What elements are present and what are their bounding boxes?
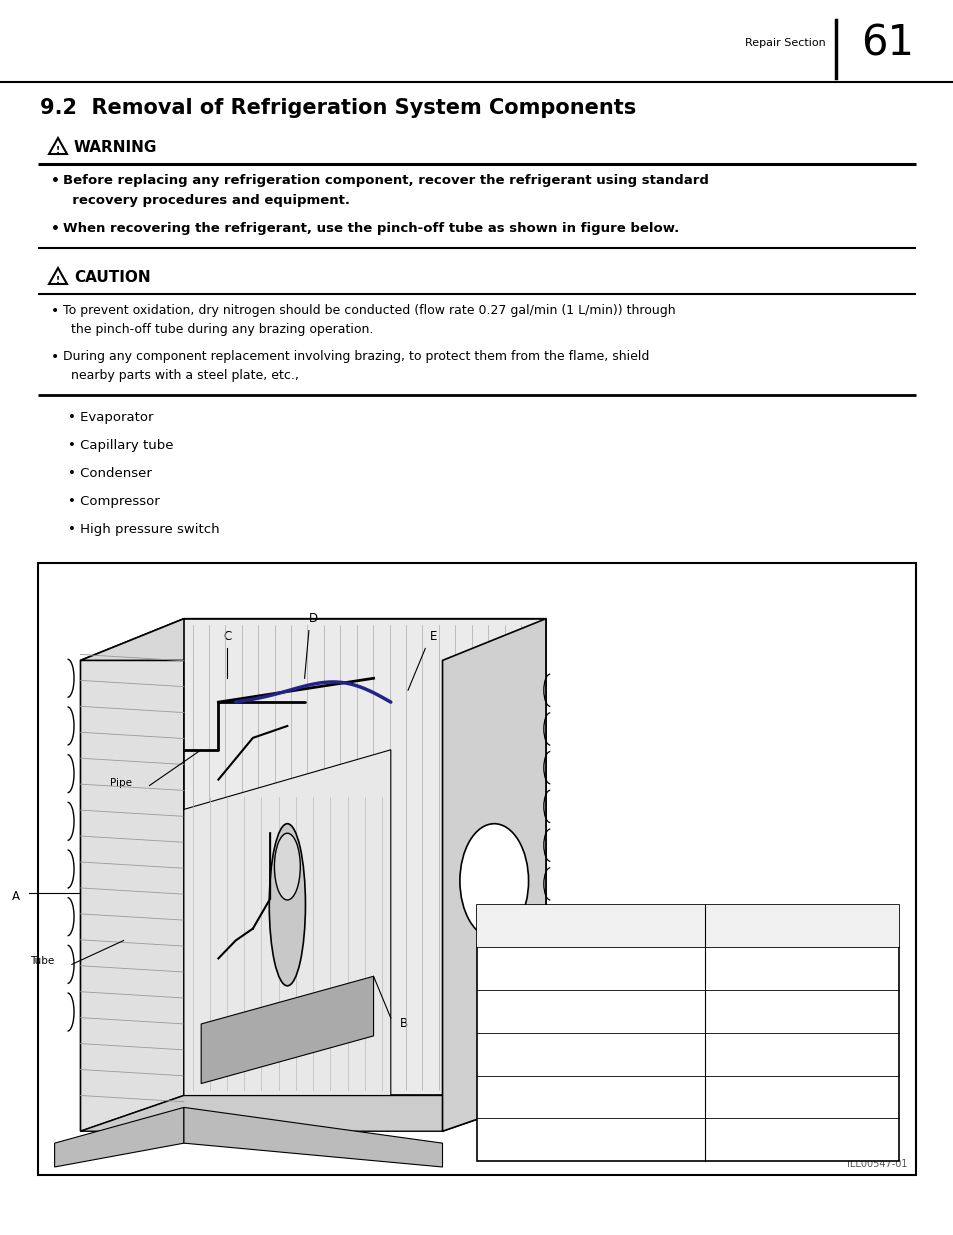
Text: !: ! xyxy=(56,146,60,156)
Text: •: • xyxy=(51,304,59,317)
Text: • Condenser: • Condenser xyxy=(480,1007,540,1016)
Text: A & C: A & C xyxy=(788,1007,815,1016)
Text: recovery procedures and equipment.: recovery procedures and equipment. xyxy=(63,194,350,207)
Text: the pinch-off tube during any brazing operation.: the pinch-off tube during any brazing op… xyxy=(63,324,373,336)
Ellipse shape xyxy=(269,824,305,986)
Polygon shape xyxy=(184,750,391,1095)
Ellipse shape xyxy=(459,824,528,939)
Text: WARNING: WARNING xyxy=(74,140,157,156)
Text: G: G xyxy=(317,1136,326,1150)
Text: E: E xyxy=(430,630,437,642)
Text: !: ! xyxy=(56,275,60,285)
Text: nearby parts with a steel plate, etc.,: nearby parts with a steel plate, etc., xyxy=(63,369,298,382)
Text: Disconnect at: Disconnect at xyxy=(768,921,835,931)
Text: F: F xyxy=(103,1142,110,1156)
Text: 61: 61 xyxy=(861,22,914,64)
Text: CAUTION: CAUTION xyxy=(74,270,151,285)
Bar xyxy=(476,905,899,1161)
Text: •: • xyxy=(51,174,60,188)
Text: ILL00547-01: ILL00547-01 xyxy=(846,1158,907,1170)
Text: When recovering the refrigerant, use the pinch-off tube as shown in figure below: When recovering the refrigerant, use the… xyxy=(63,222,679,235)
Ellipse shape xyxy=(274,834,300,900)
Text: F: F xyxy=(799,1135,804,1144)
Text: A: A xyxy=(12,890,20,903)
Bar xyxy=(38,563,915,1174)
Polygon shape xyxy=(442,619,545,1131)
Text: Pipe: Pipe xyxy=(111,778,132,788)
Text: • Evaporator: • Evaporator xyxy=(68,411,153,424)
Text: Repair Section: Repair Section xyxy=(744,38,825,48)
Polygon shape xyxy=(54,1108,184,1167)
Text: During any component replacement involving brazing, to protect them from the fla: During any component replacement involvi… xyxy=(63,350,649,363)
Text: • Capillary tube: • Capillary tube xyxy=(68,438,173,452)
Text: • High pressure switch: • High pressure switch xyxy=(68,522,219,536)
Text: B: B xyxy=(399,1018,407,1030)
Text: • Compressor: • Compressor xyxy=(480,965,546,973)
Text: •: • xyxy=(51,222,60,236)
Text: See page 62.: See page 62. xyxy=(770,965,833,973)
Polygon shape xyxy=(184,1108,442,1167)
Polygon shape xyxy=(184,619,545,1095)
Polygon shape xyxy=(80,1095,545,1131)
Text: D: D xyxy=(309,611,317,625)
Text: C, D & E: C, D & E xyxy=(781,1050,821,1058)
Text: • Capillary Tube: • Capillary Tube xyxy=(480,1050,556,1058)
Text: • Condenser: • Condenser xyxy=(68,467,152,480)
Text: • Compressor: • Compressor xyxy=(68,495,159,508)
Text: Part to Replace: Part to Replace xyxy=(554,921,628,931)
Text: C: C xyxy=(223,630,231,642)
Polygon shape xyxy=(80,619,184,1131)
Bar xyxy=(476,905,899,947)
Text: •: • xyxy=(51,350,59,364)
Text: • Evaporator: • Evaporator xyxy=(480,1093,541,1102)
Text: • High Pressure Switch: • High Pressure Switch xyxy=(480,1135,589,1144)
Polygon shape xyxy=(80,619,545,661)
Polygon shape xyxy=(201,977,374,1083)
Text: Before replacing any refrigeration component, recover the refrigerant using stan: Before replacing any refrigeration compo… xyxy=(63,174,708,186)
Text: To prevent oxidation, dry nitrogen should be conducted (flow rate 0.27 gal/min (: To prevent oxidation, dry nitrogen shoul… xyxy=(63,304,675,317)
Text: B & C: B & C xyxy=(788,1093,815,1102)
Text: Tube: Tube xyxy=(30,956,54,966)
Text: 9.2  Removal of Refrigeration System Components: 9.2 Removal of Refrigeration System Comp… xyxy=(40,98,636,119)
